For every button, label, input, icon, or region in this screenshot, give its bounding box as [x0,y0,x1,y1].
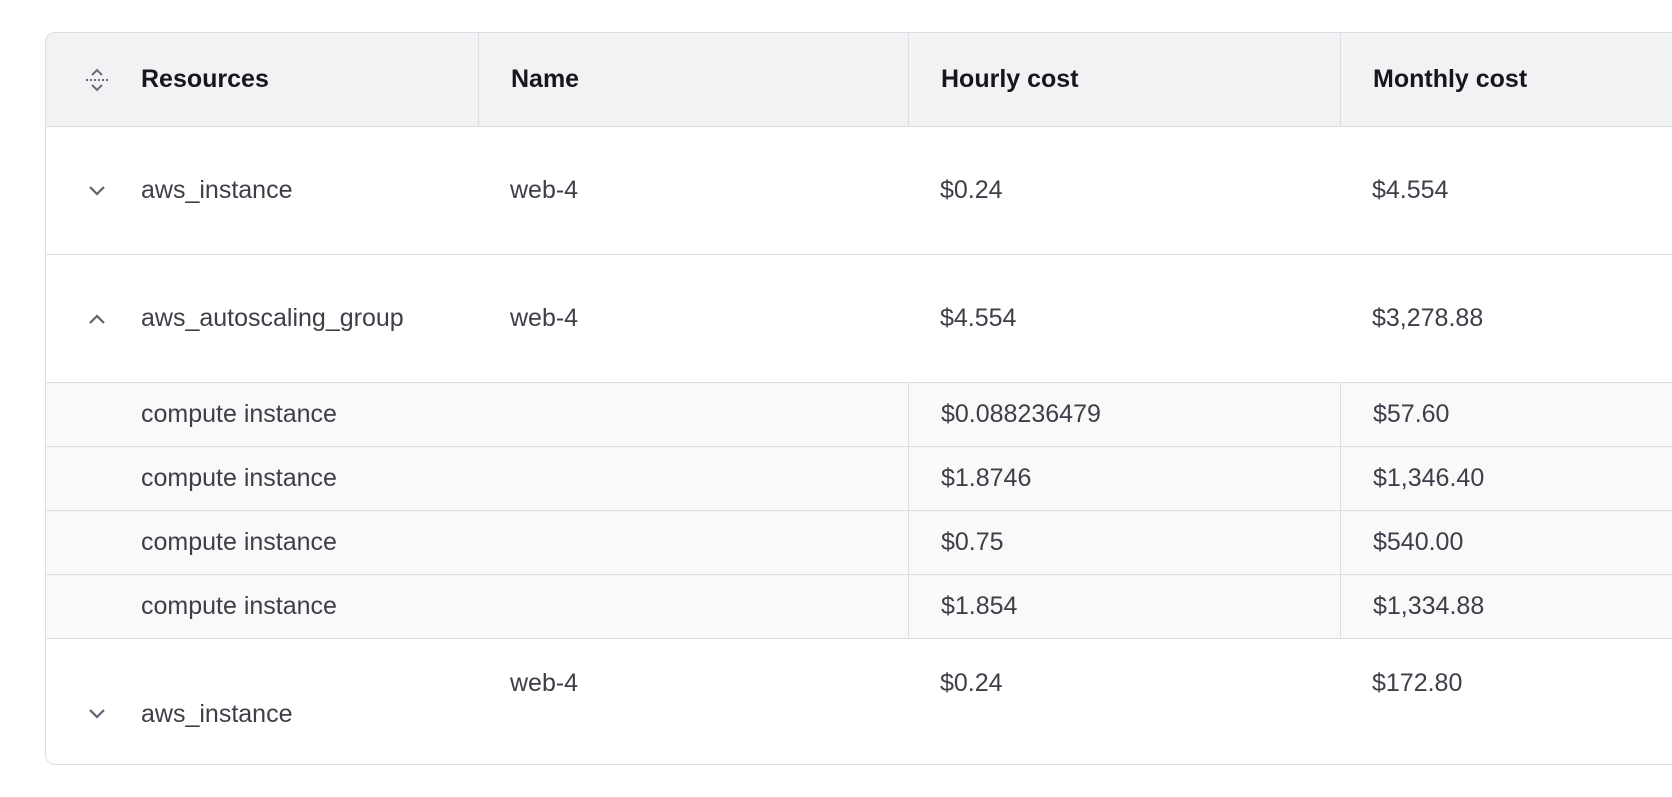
hourly-cost: $0.24 [940,176,1003,204]
monthly-cost: $1,334.88 [1373,592,1485,620]
resource-type: aws_autoscaling_group [141,304,404,332]
monthly-cost: $3,278.88 [1372,304,1484,332]
header-label: Monthly cost [1373,65,1528,93]
header-label: Resources [141,65,269,93]
sub-row: compute instance $1.854 $1,334.88 [46,575,1672,639]
table-row[interactable]: aws_autoscaling_group web-4 $4.554 $3,27… [46,255,1672,383]
resource-name: web-4 [510,304,579,332]
chevron-up-icon[interactable] [84,306,110,332]
sub-row: compute instance $1.8746 $1,346.40 [46,447,1672,511]
header-label: Hourly cost [941,65,1079,93]
cost-table: Resources Name Hourly cost Monthly cost … [45,32,1672,765]
hourly-cost: $4.554 [940,304,1017,332]
sub-resource: compute instance [141,400,337,428]
monthly-cost: $57.60 [1373,400,1450,428]
resource-name: web-4 [510,176,579,204]
sub-resource: compute instance [141,592,337,620]
hourly-cost: $0.088236479 [941,400,1101,428]
header-label: Name [511,65,580,93]
resource-type: aws_instance [141,176,293,204]
hourly-cost: $1.8746 [941,464,1032,492]
header-resources[interactable]: Resources [46,33,478,126]
header-monthly-cost[interactable]: Monthly cost [1340,33,1672,126]
sub-resource: compute instance [141,464,337,492]
chevron-down-icon[interactable] [84,701,110,727]
chevron-down-icon[interactable] [84,178,110,204]
header-name[interactable]: Name [478,33,908,126]
monthly-cost: $1,346.40 [1373,464,1485,492]
hourly-cost: $0.24 [940,669,1003,697]
hourly-cost: $0.75 [941,528,1004,556]
sub-row: compute instance $0.75 $540.00 [46,511,1672,575]
table-header: Resources Name Hourly cost Monthly cost [46,33,1672,127]
sub-row: compute instance $0.088236479 $57.60 [46,383,1672,447]
expand-collapse-all-icon[interactable] [84,67,110,93]
hourly-cost: $1.854 [941,592,1018,620]
header-hourly-cost[interactable]: Hourly cost [908,33,1340,126]
monthly-cost: $4.554 [1372,176,1449,204]
resource-type: aws_instance [141,699,293,728]
sub-resource: compute instance [141,528,337,556]
table-row[interactable]: aws_instance web-4 $0.24 $4.554 [46,127,1672,255]
monthly-cost: $540.00 [1373,528,1464,556]
resource-name: web-4 [510,669,579,697]
table-row[interactable]: aws_instance web-4 $0.24 $172.80 [46,639,1672,764]
monthly-cost: $172.80 [1372,669,1463,697]
